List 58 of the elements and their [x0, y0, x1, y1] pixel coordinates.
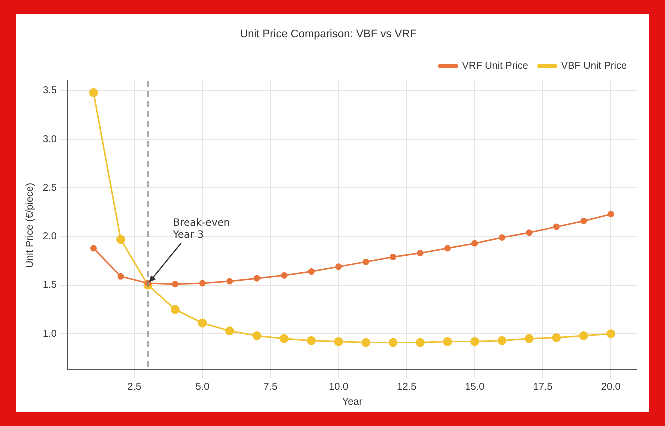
- point: [334, 337, 344, 346]
- x-tick-label: 5.0: [196, 382, 210, 393]
- point: [443, 337, 452, 346]
- x-tick-label: 7.5: [264, 382, 278, 393]
- y-tick-label: 1.0: [42, 328, 58, 340]
- point: [254, 275, 260, 282]
- point: [281, 272, 288, 279]
- x-tick-label: 15.0: [465, 382, 486, 393]
- y-tick-label: 1.5: [42, 280, 58, 292]
- point: [388, 338, 398, 348]
- point: [308, 268, 315, 276]
- y-tick-label: 2.5: [42, 182, 58, 194]
- point: [336, 264, 342, 270]
- point: [90, 245, 98, 252]
- x-tick-label: 12.5: [397, 382, 418, 393]
- point: [553, 224, 560, 230]
- point: [199, 280, 206, 287]
- point: [498, 336, 507, 346]
- x-axis-title: Year: [342, 396, 364, 408]
- point: [472, 240, 478, 247]
- point: [171, 305, 180, 314]
- x-tick-label: 20.0: [601, 382, 622, 393]
- point: [470, 337, 480, 346]
- point: [362, 338, 371, 348]
- legend-label: VRF Unit Price: [462, 60, 529, 72]
- point: [280, 334, 289, 344]
- point: [444, 245, 452, 252]
- legend-label: VBF Unit Price: [561, 60, 628, 72]
- y-tick-label: 2.0: [42, 232, 58, 243]
- point: [307, 336, 316, 346]
- point: [580, 218, 588, 224]
- x-tick-label: 17.5: [533, 382, 554, 393]
- x-tick-label: 10.0: [329, 382, 350, 393]
- chart-title: Unit Price Comparison: VBF vs VRF: [240, 28, 418, 41]
- annotation: Break-even Year 3: [172, 218, 230, 242]
- y-tick-label: 3.0: [42, 134, 58, 146]
- y-tick-label: 3.5: [42, 86, 58, 97]
- x-tick-label: 2.5: [128, 382, 142, 393]
- point: [362, 258, 370, 266]
- point: [552, 333, 562, 342]
- point: [226, 278, 234, 285]
- point: [172, 281, 179, 288]
- point: [89, 88, 98, 98]
- point: [579, 332, 588, 340]
- point: [417, 250, 424, 257]
- point: [116, 235, 126, 244]
- point: [198, 318, 208, 328]
- point: [498, 234, 506, 242]
- point: [252, 332, 262, 340]
- point: [524, 334, 534, 344]
- point: [390, 254, 397, 260]
- y-axis-title: Unit Price (€/piece): [24, 183, 36, 268]
- point: [225, 326, 234, 336]
- point: [118, 273, 124, 280]
- point: [526, 230, 533, 236]
- point: [416, 338, 425, 348]
- point: [606, 330, 616, 338]
- point: [608, 211, 614, 218]
